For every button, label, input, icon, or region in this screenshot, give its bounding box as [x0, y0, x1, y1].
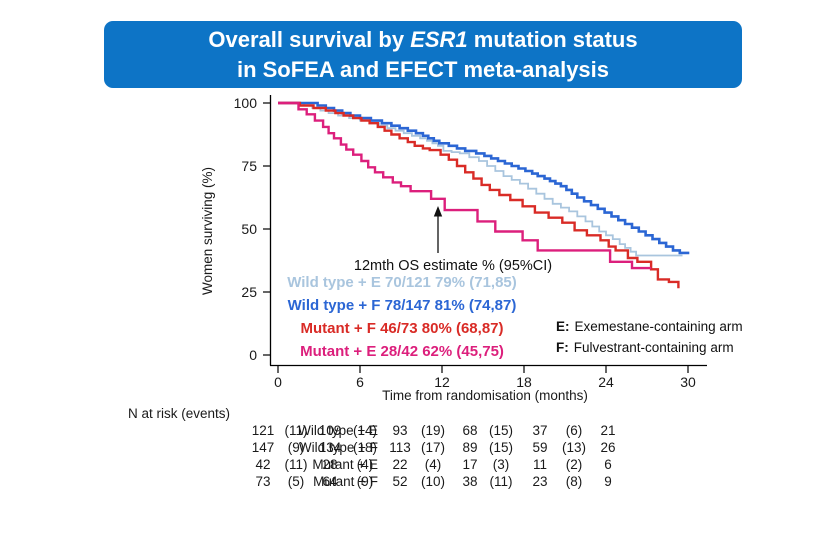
risk-value: (18): [353, 440, 377, 455]
risk-value: (3): [493, 457, 510, 472]
arm-text-f: Fulvestrant-containing arm: [574, 340, 734, 355]
risk-value: (5): [288, 474, 305, 489]
risk-value: 38: [462, 474, 477, 489]
slide-title-line1: Overall survival by ESR1 mutation status: [208, 25, 637, 55]
risk-value: 134: [319, 440, 342, 455]
y-axis-title: Women surviving (%): [200, 167, 215, 295]
y-tick-label: 100: [234, 95, 258, 111]
risk-value: 9: [604, 474, 612, 489]
risk-value: 17: [462, 457, 477, 472]
legend-line-mutant-f: Mutant + F 46/73 80% (68,87): [301, 320, 504, 337]
risk-value: (14): [353, 423, 377, 438]
curve-wild-type-f: [278, 101, 690, 255]
arm-definition-e: E: Exemestane-containing arm: [556, 319, 743, 334]
risk-value: 73: [255, 474, 270, 489]
title-text-pre: Overall survival by: [208, 26, 411, 52]
legend-line-wild-type-f: Wild type + F 78/147 81% (74,87): [288, 297, 517, 314]
risk-value: (19): [421, 423, 445, 438]
title-text-post: mutation status: [467, 26, 638, 52]
risk-value: (4): [425, 457, 442, 472]
risk-value: (17): [421, 440, 445, 455]
risk-value: (11): [284, 457, 307, 472]
y-tick-label: 0: [249, 347, 257, 363]
risk-value: (9): [288, 440, 305, 455]
risk-value: 109: [319, 423, 342, 438]
curve-legend: Wild type + E 70/121 79% (71,85) Wild typ…: [287, 274, 517, 360]
risk-value: 147: [252, 440, 275, 455]
risk-value: (11): [489, 474, 512, 489]
x-tick-label: 6: [356, 374, 364, 390]
y-tick-label: 25: [241, 284, 257, 300]
risk-value: 22: [392, 457, 407, 472]
risk-value: 23: [532, 474, 547, 489]
risk-value: (4): [357, 457, 374, 472]
y-tick-label: 50: [241, 221, 257, 237]
title-banner: Overall survival by ESR1 mutation status…: [104, 21, 742, 88]
risk-row-label-mutant-f: Mutant + F: [313, 474, 378, 489]
x-tick-label: 24: [598, 374, 614, 390]
y-tick-label: 75: [241, 158, 257, 174]
n-at-risk-table: N at risk (events) Wild type + E 121 (11) 1…: [128, 406, 616, 489]
risk-row-label-mutant-e: Mutant + E: [312, 457, 378, 472]
risk-value: 6: [604, 457, 612, 472]
risk-value: (11): [284, 423, 307, 438]
risk-value: 59: [532, 440, 547, 455]
risk-value: 37: [532, 423, 547, 438]
title-esr1-italic: ESR1: [410, 26, 468, 52]
curve-mutant-e: [278, 101, 652, 270]
risk-value: (2): [566, 457, 583, 472]
risk-value: 26: [600, 440, 615, 455]
risk-table-header: N at risk (events): [128, 406, 230, 421]
risk-value: (10): [421, 474, 445, 489]
risk-value: 113: [389, 440, 411, 455]
risk-value: (15): [489, 423, 513, 438]
x-tick-label: 18: [516, 374, 532, 390]
risk-value: 52: [392, 474, 407, 489]
risk-value: 21: [600, 423, 615, 438]
x-tick-label: 30: [680, 374, 696, 390]
risk-value: (13): [562, 440, 586, 455]
survival-curves: [278, 101, 690, 289]
risk-value: 93: [392, 423, 407, 438]
risk-value: (9): [357, 474, 374, 489]
x-tick-label: 12: [434, 374, 450, 390]
risk-value: (15): [489, 440, 513, 455]
legend-line-wild-type-e: Wild type + E 70/121 79% (71,85): [287, 274, 517, 291]
x-axis-ticks: 0 6 12 18 24 30: [274, 365, 696, 390]
legend-line-mutant-e: Mutant + E 28/42 62% (45,75): [300, 343, 504, 360]
risk-value: (6): [566, 423, 583, 438]
annotation-12mth-os: 12mth OS estimate % (95%CI): [354, 258, 552, 274]
x-axis-title: Time from randomisation (months): [382, 388, 588, 403]
risk-value: 89: [462, 440, 477, 455]
x-tick-label: 0: [274, 374, 282, 390]
risk-value: 64: [322, 474, 338, 489]
arm-key-e: E:: [556, 319, 570, 334]
arm-definition-f: F: Fulvestrant-containing arm: [556, 340, 734, 355]
slide-title-line2: in SoFEA and EFECT meta-analysis: [236, 56, 610, 82]
risk-value: 121: [252, 423, 275, 438]
arm-text-e: Exemestane-containing arm: [575, 319, 743, 334]
risk-value: 28: [322, 457, 337, 472]
risk-value: 68: [462, 423, 477, 438]
annotation-arrowhead: [433, 206, 443, 217]
risk-value: 42: [255, 457, 270, 472]
y-axis-ticks: 0 25 50 75 100: [234, 95, 270, 363]
risk-value: 11: [533, 457, 547, 472]
curve-mutant-f: [278, 101, 680, 289]
risk-row-label-wild-type-f: Wild type + F: [299, 440, 378, 455]
arm-key-f: F:: [556, 340, 569, 355]
risk-value: (8): [566, 474, 583, 489]
risk-row-label-wild-type-e: Wild type + E: [298, 423, 378, 438]
